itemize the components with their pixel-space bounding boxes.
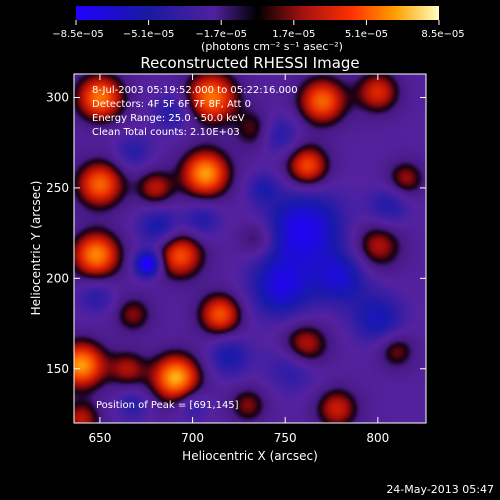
y-tick-label: 150 (46, 362, 69, 376)
y-axis-label: Heliocentric Y (arcsec) (29, 181, 43, 316)
colorbar-units-label: (photons cm⁻² s⁻¹ asec⁻²) (201, 40, 343, 53)
x-tick-label: 650 (88, 431, 111, 445)
axis-ticks: 650 700 750 800 150 200 250 300 (46, 74, 426, 445)
heatmap-area (74, 74, 426, 423)
x-tick-label: 750 (274, 431, 297, 445)
colorbar-tick-label: −5.1e−05 (123, 29, 175, 40)
colorbar-tick-label: 8.5e−05 (421, 29, 464, 40)
colorbar-tick-label: 1.7e−05 (272, 29, 315, 40)
annotation-detectors: Detectors: 4F 5F 6F 7F 8F, Att 0 (92, 99, 251, 110)
annotation-energy-range: Energy Range: 25.0 - 50.0 keV (92, 113, 245, 124)
x-tick-label: 700 (181, 431, 204, 445)
colorbar (76, 6, 439, 20)
colorbar-ticks: −8.5e−05 −5.1e−05 −1.7e−05 1.7e−05 5.1e−05 8.… (52, 20, 465, 40)
y-tick-label: 250 (46, 181, 69, 195)
chart-title: Reconstructed RHESSI Image (140, 54, 359, 72)
y-tick-label: 300 (46, 91, 69, 105)
plot-frame (73, 73, 427, 424)
annotation-clean-counts: Clean Total counts: 2.10E+03 (92, 127, 240, 138)
annotation-peak-position: Position of Peak = [691,145] (96, 400, 239, 411)
footer-date: 24-May-2013 05:47 (386, 483, 494, 496)
x-axis-label: Heliocentric X (arcsec) (182, 449, 318, 463)
annotation-time-range: 8-Jul-2003 05:19:52.000 to 05:22:16.000 (92, 85, 298, 96)
heatmap-image (74, 74, 426, 423)
y-tick-label: 200 (46, 271, 69, 285)
colorbar-tick-label: −8.5e−05 (52, 29, 104, 40)
colorbar-tick-label: −1.7e−05 (195, 29, 247, 40)
colorbar-tick-label: 5.1e−05 (345, 29, 388, 40)
x-tick-label: 800 (366, 431, 389, 445)
